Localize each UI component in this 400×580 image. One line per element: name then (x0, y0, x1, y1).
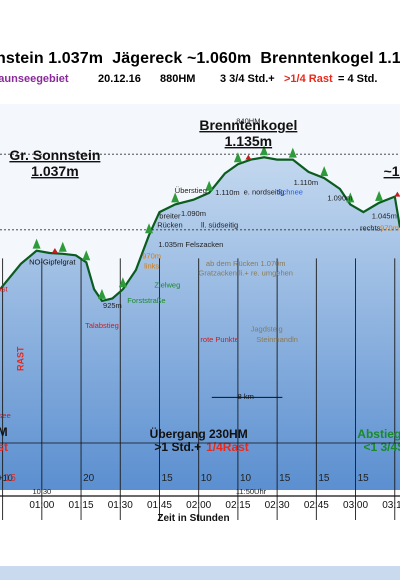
peak-name-label: Gr. Sonnstein (9, 147, 100, 163)
segment-minutes-label: 15 (279, 473, 291, 484)
region-label: raunseegebiet (0, 73, 69, 85)
profile-annotation: 840HM (236, 116, 260, 125)
x-tick-label: 01:30 (108, 500, 133, 511)
segment-minutes-label: 10 (240, 473, 252, 484)
profile-annotation: 1.045m (372, 211, 397, 220)
title-bar (0, 48, 400, 70)
x-tick-label: 01:15 (69, 500, 94, 511)
tree-icon (375, 190, 384, 201)
x-tick-label: 02:30 (265, 500, 290, 511)
tree-icon (118, 277, 127, 288)
segment-minutes-label: 15 (162, 473, 174, 484)
profile-annotation: Talabstieg (85, 321, 119, 330)
bottom-band (0, 566, 400, 580)
date-label: 20.12.16 (98, 73, 141, 85)
segment-minutes-label: 15 (358, 473, 370, 484)
section-summary-label: Übergang 230HM (150, 426, 248, 441)
profile-annotation: 1.110m (215, 188, 239, 197)
profile-annotation: Schnee (277, 187, 302, 196)
tree-icon (205, 180, 214, 191)
tree-icon (58, 241, 67, 252)
segment-minutes-label: 15 (5, 473, 17, 484)
profile-annotation: NO-Gipfelgrat (29, 258, 76, 267)
profile-annotation: Forststraße (127, 296, 165, 305)
x-axis-label: Zeit in Stunden (157, 513, 229, 524)
peak-name-label: ~1.0 (384, 163, 400, 179)
segment-minutes-label: 10 (201, 473, 213, 484)
x-tick-label: 02:00 (186, 500, 211, 511)
profile-annotation: 1.035m Felszacken (158, 240, 223, 249)
title-part-jaegereck: Jägereck ~1.060m (112, 50, 252, 67)
total-time-label: = 4 Std. (338, 73, 378, 85)
profile-annotation: 970m (142, 251, 161, 260)
title-part-sonnstein: nstein 1.037m (0, 50, 104, 67)
profile-annotation: e. nordseitig (244, 187, 285, 196)
clock-time-label: 11:50Uhr (236, 487, 267, 496)
x-tick-label: 01:45 (147, 500, 172, 511)
section-summary-label: Abstieg 5 (357, 427, 400, 441)
section-summary-label: <1 3/4S (363, 440, 400, 454)
rest-vertical-label: RAST (16, 346, 26, 371)
tree-icon (97, 288, 106, 299)
title-part-brenntenkogel: Brenntenkogel 1.1 (260, 50, 400, 67)
profile-annotation: rechts, (360, 224, 383, 233)
summit-marker-icon (51, 247, 58, 253)
profile-annotation: 8 km (238, 392, 254, 401)
x-tick-label: 02:15 (225, 500, 250, 511)
x-tick-label: 03:15 (382, 500, 400, 511)
x-tick-label: 03:00 (343, 500, 368, 511)
tree-icon (260, 145, 269, 156)
tree-icon (320, 166, 329, 177)
profile-annotation: rote Punkte (200, 335, 238, 344)
profile-annotation: Rücken (157, 221, 182, 230)
profile-annotation: Überstieg (175, 186, 207, 195)
peak-altitude-label: 1.135m (225, 133, 272, 149)
segment-minutes-label: 20 (83, 473, 95, 484)
profile-annotation: 1.110m (294, 178, 318, 187)
tree-icon (145, 223, 154, 234)
tree-icon (288, 147, 297, 158)
profile-annotation: Zielweg (154, 281, 180, 290)
profile-annotation: Gratzacken li.+ re. umgehen (199, 268, 293, 277)
profile-annotation: Jagdsteig (251, 325, 283, 334)
profile-annotation: Steinmandln (256, 335, 298, 344)
profile-area (0, 157, 400, 491)
tree-icon (233, 152, 242, 163)
profile-annotation: 925m (103, 301, 122, 310)
tree-icon (32, 238, 41, 249)
profile-line (0, 156, 400, 303)
x-tick-label: 02:45 (304, 500, 329, 511)
duration-label: 3 3/4 Std.+ (220, 73, 275, 85)
profile-annotation: 1.090m (181, 209, 206, 218)
segment-minutes-label: 15 (318, 473, 330, 484)
clock-time-label: 10:30 (32, 487, 51, 496)
chart-title: nstein 1.037m Jägereck ~1.060m Brenntenk… (0, 50, 400, 68)
tree-icon (82, 250, 91, 261)
profile-annotation: ab dem Rücken 1.070m (206, 259, 286, 268)
section-summary-label: M (0, 425, 8, 439)
elevation-gain-label: 880HM (160, 73, 196, 85)
profile-annotation: nsee (0, 411, 11, 420)
profile-annotation: links (144, 261, 159, 270)
x-tick-label: 01:00 (29, 500, 54, 511)
profile-annotation: ll. südseitig (201, 221, 238, 230)
rest-label: >1/4 Rast (284, 73, 333, 85)
profile-annotation: ast (0, 285, 9, 294)
summit-marker-icon (394, 191, 400, 197)
summit-marker-icon (245, 154, 252, 160)
section-summary-label: st (0, 440, 8, 454)
section-summary-label: 5+10 (0, 473, 13, 483)
profile-annotation: breiter (159, 211, 181, 220)
section-summary-label: 1/4Rast (206, 440, 249, 454)
tree-icon (171, 192, 180, 203)
tree-icon (346, 192, 355, 203)
section-summary-label: >1 Std.+ (154, 440, 201, 454)
peak-altitude-label: 1.037m (31, 163, 78, 179)
profile-annotation: 1.090m (327, 194, 352, 203)
profile-annotation: 970m (380, 224, 399, 233)
peak-name-label: Brenntenkogel (199, 117, 297, 133)
